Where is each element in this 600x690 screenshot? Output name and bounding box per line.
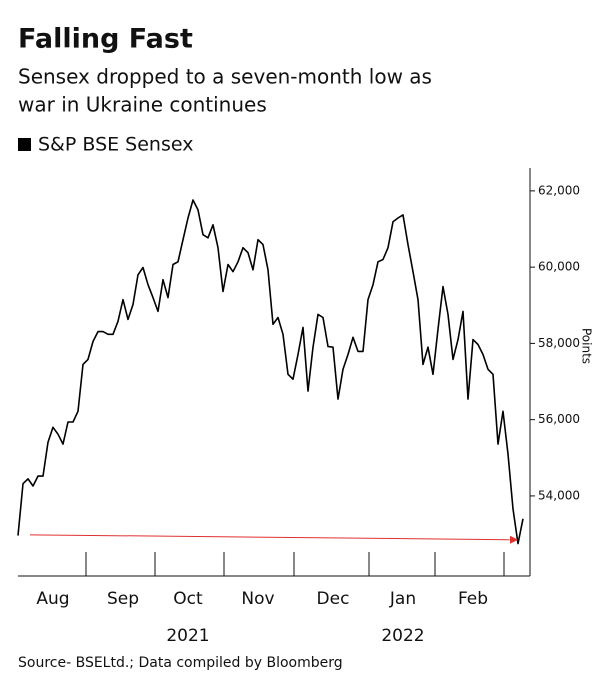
y-tick-label: 58,000	[538, 336, 580, 350]
legend-label: S&P BSE Sensex	[38, 134, 193, 156]
y-tick-label: 54,000	[538, 488, 580, 502]
source: Source- BSELtd.; Data compiled by Bloomb…	[18, 655, 343, 671]
x-tick-label: Aug	[36, 589, 69, 609]
year-label: 2022	[381, 626, 424, 646]
x-tick-label: Sep	[107, 589, 139, 609]
year-label: 2021	[166, 626, 209, 646]
y-axis-label: Points	[580, 328, 594, 364]
x-tick-label: Jan	[389, 589, 416, 609]
line-series	[17, 199, 524, 545]
y-tick-label: 56,000	[538, 412, 580, 426]
x-tick-label: Feb	[458, 589, 488, 609]
reference-line	[29, 534, 518, 544]
legend-swatch	[18, 138, 31, 151]
subtitle: Sensex dropped to a seven-month low as	[18, 65, 432, 89]
y-tick-label: 60,000	[538, 260, 580, 274]
x-tick-label: Dec	[317, 589, 350, 609]
x-tick-label: Oct	[173, 589, 203, 609]
x-tick-label: Nov	[241, 589, 274, 609]
chart-title: Falling Fast	[18, 24, 193, 55]
y-tick-label: 62,000	[538, 183, 580, 197]
subtitle: war in Ukraine continues	[18, 93, 267, 117]
